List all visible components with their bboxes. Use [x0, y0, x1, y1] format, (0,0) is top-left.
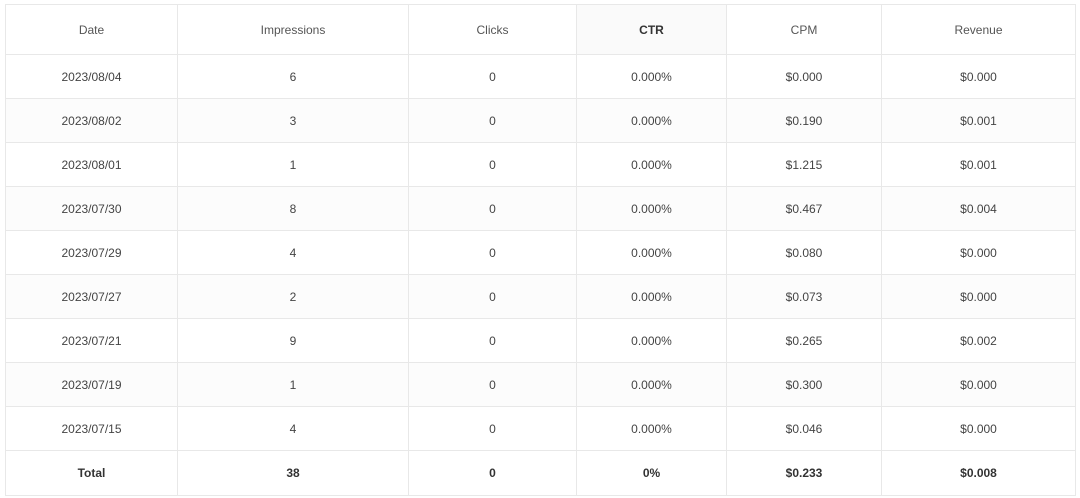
- total-cell: Total: [5, 450, 178, 496]
- table-cell: $0.073: [726, 274, 882, 319]
- table-cell: 2023/07/29: [5, 230, 178, 275]
- header-row: Date Impressions Clicks CTR CPM Revenue: [5, 4, 1076, 55]
- table-cell: 2023/08/04: [5, 54, 178, 99]
- table-cell: 4: [177, 406, 409, 451]
- table-cell: 0.000%: [576, 142, 727, 187]
- table-cell: 0.000%: [576, 274, 727, 319]
- table-cell: 3: [177, 98, 409, 143]
- table-row: 2023/07/30 8 0 0.000% $0.467 $0.004: [5, 186, 1076, 231]
- table-cell: $0.467: [726, 186, 882, 231]
- table-cell: 0: [408, 274, 577, 319]
- column-header[interactable]: Impressions: [177, 4, 409, 55]
- column-header[interactable]: CPM: [726, 4, 882, 55]
- table-cell: 2023/07/30: [5, 186, 178, 231]
- table-cell: $0.000: [881, 406, 1076, 451]
- table-cell: 2023/07/19: [5, 362, 178, 407]
- table-cell: $0.000: [881, 230, 1076, 275]
- table-cell: 0.000%: [576, 186, 727, 231]
- table-cell: 1: [177, 142, 409, 187]
- total-cell: 0: [408, 450, 577, 496]
- table-cell: $0.000: [881, 362, 1076, 407]
- table-cell: 0: [408, 362, 577, 407]
- report-table-container: Date Impressions Clicks CTR CPM Revenue 2023/…: [5, 4, 1076, 496]
- table-cell: $0.000: [881, 54, 1076, 99]
- table-cell: 9: [177, 318, 409, 363]
- table-cell: 4: [177, 230, 409, 275]
- table-cell: $0.001: [881, 98, 1076, 143]
- table-row: 2023/07/27 2 0 0.000% $0.073 $0.000: [5, 274, 1076, 319]
- table-cell: 0: [408, 230, 577, 275]
- table-row: 2023/08/04 6 0 0.000% $0.000 $0.000: [5, 54, 1076, 99]
- table-row: 2023/07/15 4 0 0.000% $0.046 $0.000: [5, 406, 1076, 451]
- table-cell: $0.190: [726, 98, 882, 143]
- table-body: 2023/08/04 6 0 0.000% $0.000 $0.000 2023/08/02…: [5, 54, 1076, 451]
- table-cell: 8: [177, 186, 409, 231]
- table-cell: 0: [408, 186, 577, 231]
- table-cell: 0: [408, 318, 577, 363]
- table-cell: 6: [177, 54, 409, 99]
- table-cell: $0.000: [726, 54, 882, 99]
- table-cell: 0.000%: [576, 230, 727, 275]
- table-cell: $0.002: [881, 318, 1076, 363]
- total-cell: $0.008: [881, 450, 1076, 496]
- report-table: Date Impressions Clicks CTR CPM Revenue 2023/…: [5, 4, 1076, 496]
- table-cell: 2023/07/21: [5, 318, 178, 363]
- table-row: 2023/08/01 1 0 0.000% $1.215 $0.001: [5, 142, 1076, 187]
- table-cell: $0.265: [726, 318, 882, 363]
- table-cell: 2023/07/27: [5, 274, 178, 319]
- table-cell: 0.000%: [576, 362, 727, 407]
- table-row: 2023/08/02 3 0 0.000% $0.190 $0.001: [5, 98, 1076, 143]
- table-cell: $0.300: [726, 362, 882, 407]
- table-cell: 0.000%: [576, 54, 727, 99]
- table-row: 2023/07/19 1 0 0.000% $0.300 $0.000: [5, 362, 1076, 407]
- table-cell: 2023/08/01: [5, 142, 178, 187]
- column-header[interactable]: CTR: [576, 4, 727, 55]
- table-cell: 2023/08/02: [5, 98, 178, 143]
- table-cell: $1.215: [726, 142, 882, 187]
- table-row: 2023/07/21 9 0 0.000% $0.265 $0.002: [5, 318, 1076, 363]
- table-cell: 0: [408, 406, 577, 451]
- total-cell: 38: [177, 450, 409, 496]
- total-row: Total 38 0 0% $0.233 $0.008: [5, 450, 1076, 496]
- table-cell: 0.000%: [576, 318, 727, 363]
- column-header[interactable]: Clicks: [408, 4, 577, 55]
- column-header[interactable]: Revenue: [881, 4, 1076, 55]
- table-cell: $0.000: [881, 274, 1076, 319]
- table-cell: 0: [408, 98, 577, 143]
- table-cell: 0.000%: [576, 406, 727, 451]
- total-cell: 0%: [576, 450, 727, 496]
- table-cell: $0.046: [726, 406, 882, 451]
- table-cell: 2023/07/15: [5, 406, 178, 451]
- table-cell: 0: [408, 142, 577, 187]
- table-cell: 0: [408, 54, 577, 99]
- table-cell: 2: [177, 274, 409, 319]
- total-cell: $0.233: [726, 450, 882, 496]
- table-cell: $0.001: [881, 142, 1076, 187]
- table-cell: 1: [177, 362, 409, 407]
- table-cell: 0.000%: [576, 98, 727, 143]
- table-row: 2023/07/29 4 0 0.000% $0.080 $0.000: [5, 230, 1076, 275]
- table-cell: $0.004: [881, 186, 1076, 231]
- column-header[interactable]: Date: [5, 4, 178, 55]
- table-cell: $0.080: [726, 230, 882, 275]
